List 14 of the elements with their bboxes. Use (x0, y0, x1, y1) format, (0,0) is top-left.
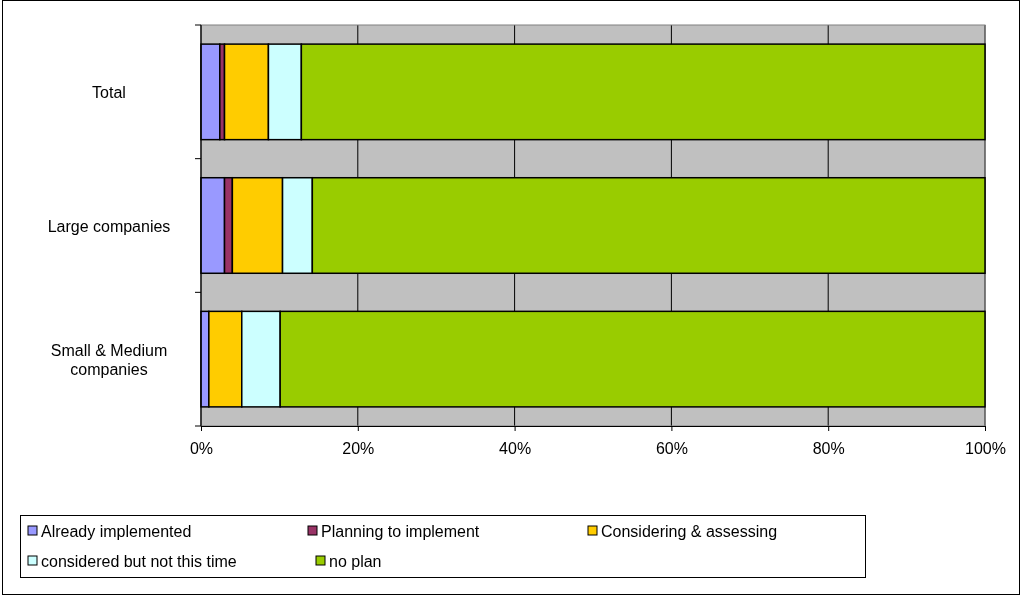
legend-label: Planning to implement (321, 523, 480, 540)
y-tick-label: Small & Medium companies (50, 341, 168, 378)
x-tick-label: 60% (655, 440, 688, 458)
legend-label: Already implemented (41, 523, 192, 540)
legend-label: no plan (329, 553, 382, 570)
x-tick-label: 80% (812, 440, 845, 458)
x-tick-label: 100% (965, 440, 1006, 458)
x-tick-label: 40% (499, 440, 532, 458)
y-tick-label: Large companies (47, 217, 171, 235)
legend-label: Considering & assessing (601, 523, 778, 540)
x-tick-label: 20% (342, 440, 375, 458)
y-tick-label: Total (92, 83, 126, 101)
x-tick-label: 0% (189, 440, 214, 458)
legend-label: considered but not this time (41, 553, 237, 570)
